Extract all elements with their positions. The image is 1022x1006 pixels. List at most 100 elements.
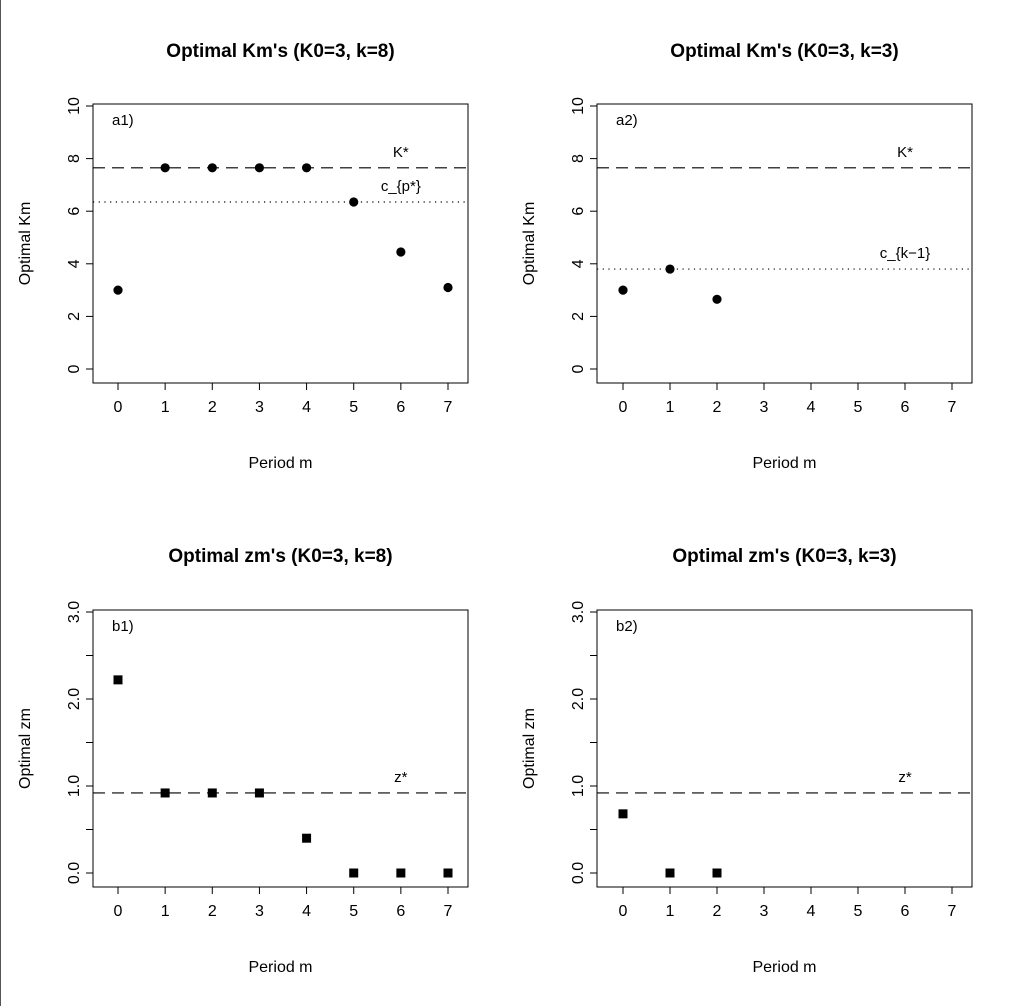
data-point-square (254, 788, 264, 798)
plot-frame (596, 609, 973, 888)
x-tick-label: 0 (619, 903, 628, 920)
data-point-circle (712, 294, 722, 304)
data-point-square (665, 868, 675, 878)
data-point-circle (207, 163, 217, 173)
data-point-square (618, 809, 628, 819)
panel-b2: Optimal zm's (K0=3, k=3) 0 1 2 3 4 5 6 7 0.0 1.0 2.… (521, 546, 973, 976)
y-tick-label: 10 (66, 97, 83, 115)
x-tick-label: 2 (208, 903, 217, 920)
data-point-circle (349, 197, 359, 207)
x-tick-label: 7 (948, 399, 957, 416)
reference-line-label: c_{k−1} (880, 245, 930, 262)
x-axis-label: Period m (248, 959, 312, 976)
x-tick-label: 7 (948, 903, 957, 920)
y-tick-label: 2.0 (570, 688, 587, 710)
data-point-square (113, 675, 123, 685)
y-tick-label: 0 (570, 364, 587, 373)
x-tick-label: 2 (208, 399, 217, 416)
plot-frame (92, 609, 469, 888)
data-point-square (712, 868, 722, 878)
panel-b1: Optimal zm's (K0=3, k=8) 0 1 2 3 4 5 6 7 0.0 1.0 2.… (17, 546, 469, 976)
panel-a2: Optimal Km's (K0=3, k=3) 0 1 2 3 4 5 6 7 0 2 4 6 8 10 P… (521, 41, 973, 472)
x-tick-label: 2 (713, 399, 722, 416)
x-tick-label: 5 (349, 903, 358, 920)
reference-line-label: K* (897, 144, 913, 161)
x-tick-label: 7 (444, 903, 453, 920)
y-axis-label: Optimal zm (17, 708, 34, 789)
panel-a1: Optimal Km's (K0=3, k=8) 0 1 2 3 4 5 6 7 0 2 4 6 8 10 P… (17, 41, 469, 472)
x-tick-label: 3 (760, 903, 769, 920)
x-tick-label: 4 (302, 399, 311, 416)
data-point-circle (301, 163, 312, 173)
data-point-circle (443, 282, 453, 293)
reference-line-label: K* (393, 144, 409, 161)
x-tick-label: 3 (255, 903, 264, 920)
y-tick-label: 6 (570, 207, 587, 216)
x-tick-label: 7 (444, 399, 453, 416)
data-point-square (396, 868, 406, 878)
data-point-circle (113, 285, 123, 295)
panel-title: Optimal zm's (K0=3, k=8) (168, 546, 392, 567)
y-tick-label: 0.0 (570, 862, 587, 884)
data-point-circle (160, 163, 170, 173)
y-tick-label: 10 (570, 97, 587, 115)
x-tick-label: 5 (854, 903, 863, 920)
x-axis-label: Period m (752, 455, 816, 472)
x-axis-label: Period m (248, 455, 312, 472)
panel-label: a1) (112, 112, 134, 129)
x-tick-label: 2 (713, 903, 722, 920)
y-tick-label: 0.0 (66, 862, 83, 884)
data-point-square (443, 868, 453, 878)
data-point-circle (254, 163, 265, 173)
y-tick-label: 6 (66, 207, 83, 216)
x-tick-label: 5 (349, 399, 358, 416)
x-axis-label: Period m (752, 959, 816, 976)
y-axis-label: Optimal Km (521, 202, 538, 286)
y-axis-label: Optimal Km (17, 202, 34, 286)
x-tick-label: 3 (760, 399, 769, 416)
y-tick-label: 4 (66, 259, 83, 268)
y-tick-label: 1.0 (66, 775, 83, 797)
plot-frame (92, 103, 469, 384)
y-tick-label: 4 (570, 259, 587, 268)
data-point-square (302, 833, 312, 843)
panel-title: Optimal Km's (K0=3, k=3) (670, 41, 898, 62)
y-tick-label: 3.0 (66, 601, 83, 623)
data-point-square (160, 788, 170, 798)
y-tick-label: 2.0 (66, 688, 83, 710)
x-tick-label: 3 (255, 399, 264, 416)
x-tick-label: 1 (161, 903, 170, 920)
x-tick-label: 4 (302, 903, 311, 920)
y-tick-label: 1.0 (570, 775, 587, 797)
panel-title: Optimal Km's (K0=3, k=8) (166, 41, 394, 62)
x-tick-label: 6 (396, 903, 405, 920)
panel-label: b1) (112, 618, 134, 635)
x-tick-label: 4 (807, 903, 816, 920)
reference-line-label: c_{p*} (381, 178, 421, 195)
data-point-square (349, 868, 359, 878)
panel-label: b2) (616, 618, 638, 635)
y-tick-label: 3.0 (570, 601, 587, 623)
x-tick-label: 6 (396, 399, 405, 416)
x-tick-label: 1 (161, 399, 170, 416)
reference-line-label: z* (394, 769, 408, 786)
x-tick-label: 4 (807, 399, 816, 416)
data-point-circle (618, 285, 628, 295)
x-tick-label: 0 (619, 399, 628, 416)
y-tick-label: 0 (66, 364, 83, 373)
reference-line-label: z* (898, 769, 912, 786)
y-tick-label: 8 (66, 154, 83, 163)
x-tick-label: 1 (666, 399, 675, 416)
x-tick-label: 6 (901, 903, 910, 920)
x-tick-label: 0 (114, 903, 123, 920)
y-axis-label: Optimal zm (521, 708, 538, 789)
y-tick-label: 2 (66, 312, 83, 321)
x-tick-label: 6 (901, 399, 910, 416)
y-tick-label: 8 (570, 154, 587, 163)
data-point-circle (665, 264, 675, 274)
x-tick-label: 5 (854, 399, 863, 416)
x-tick-label: 1 (666, 903, 675, 920)
x-tick-label: 0 (114, 399, 123, 416)
panel-title: Optimal zm's (K0=3, k=3) (672, 546, 896, 567)
